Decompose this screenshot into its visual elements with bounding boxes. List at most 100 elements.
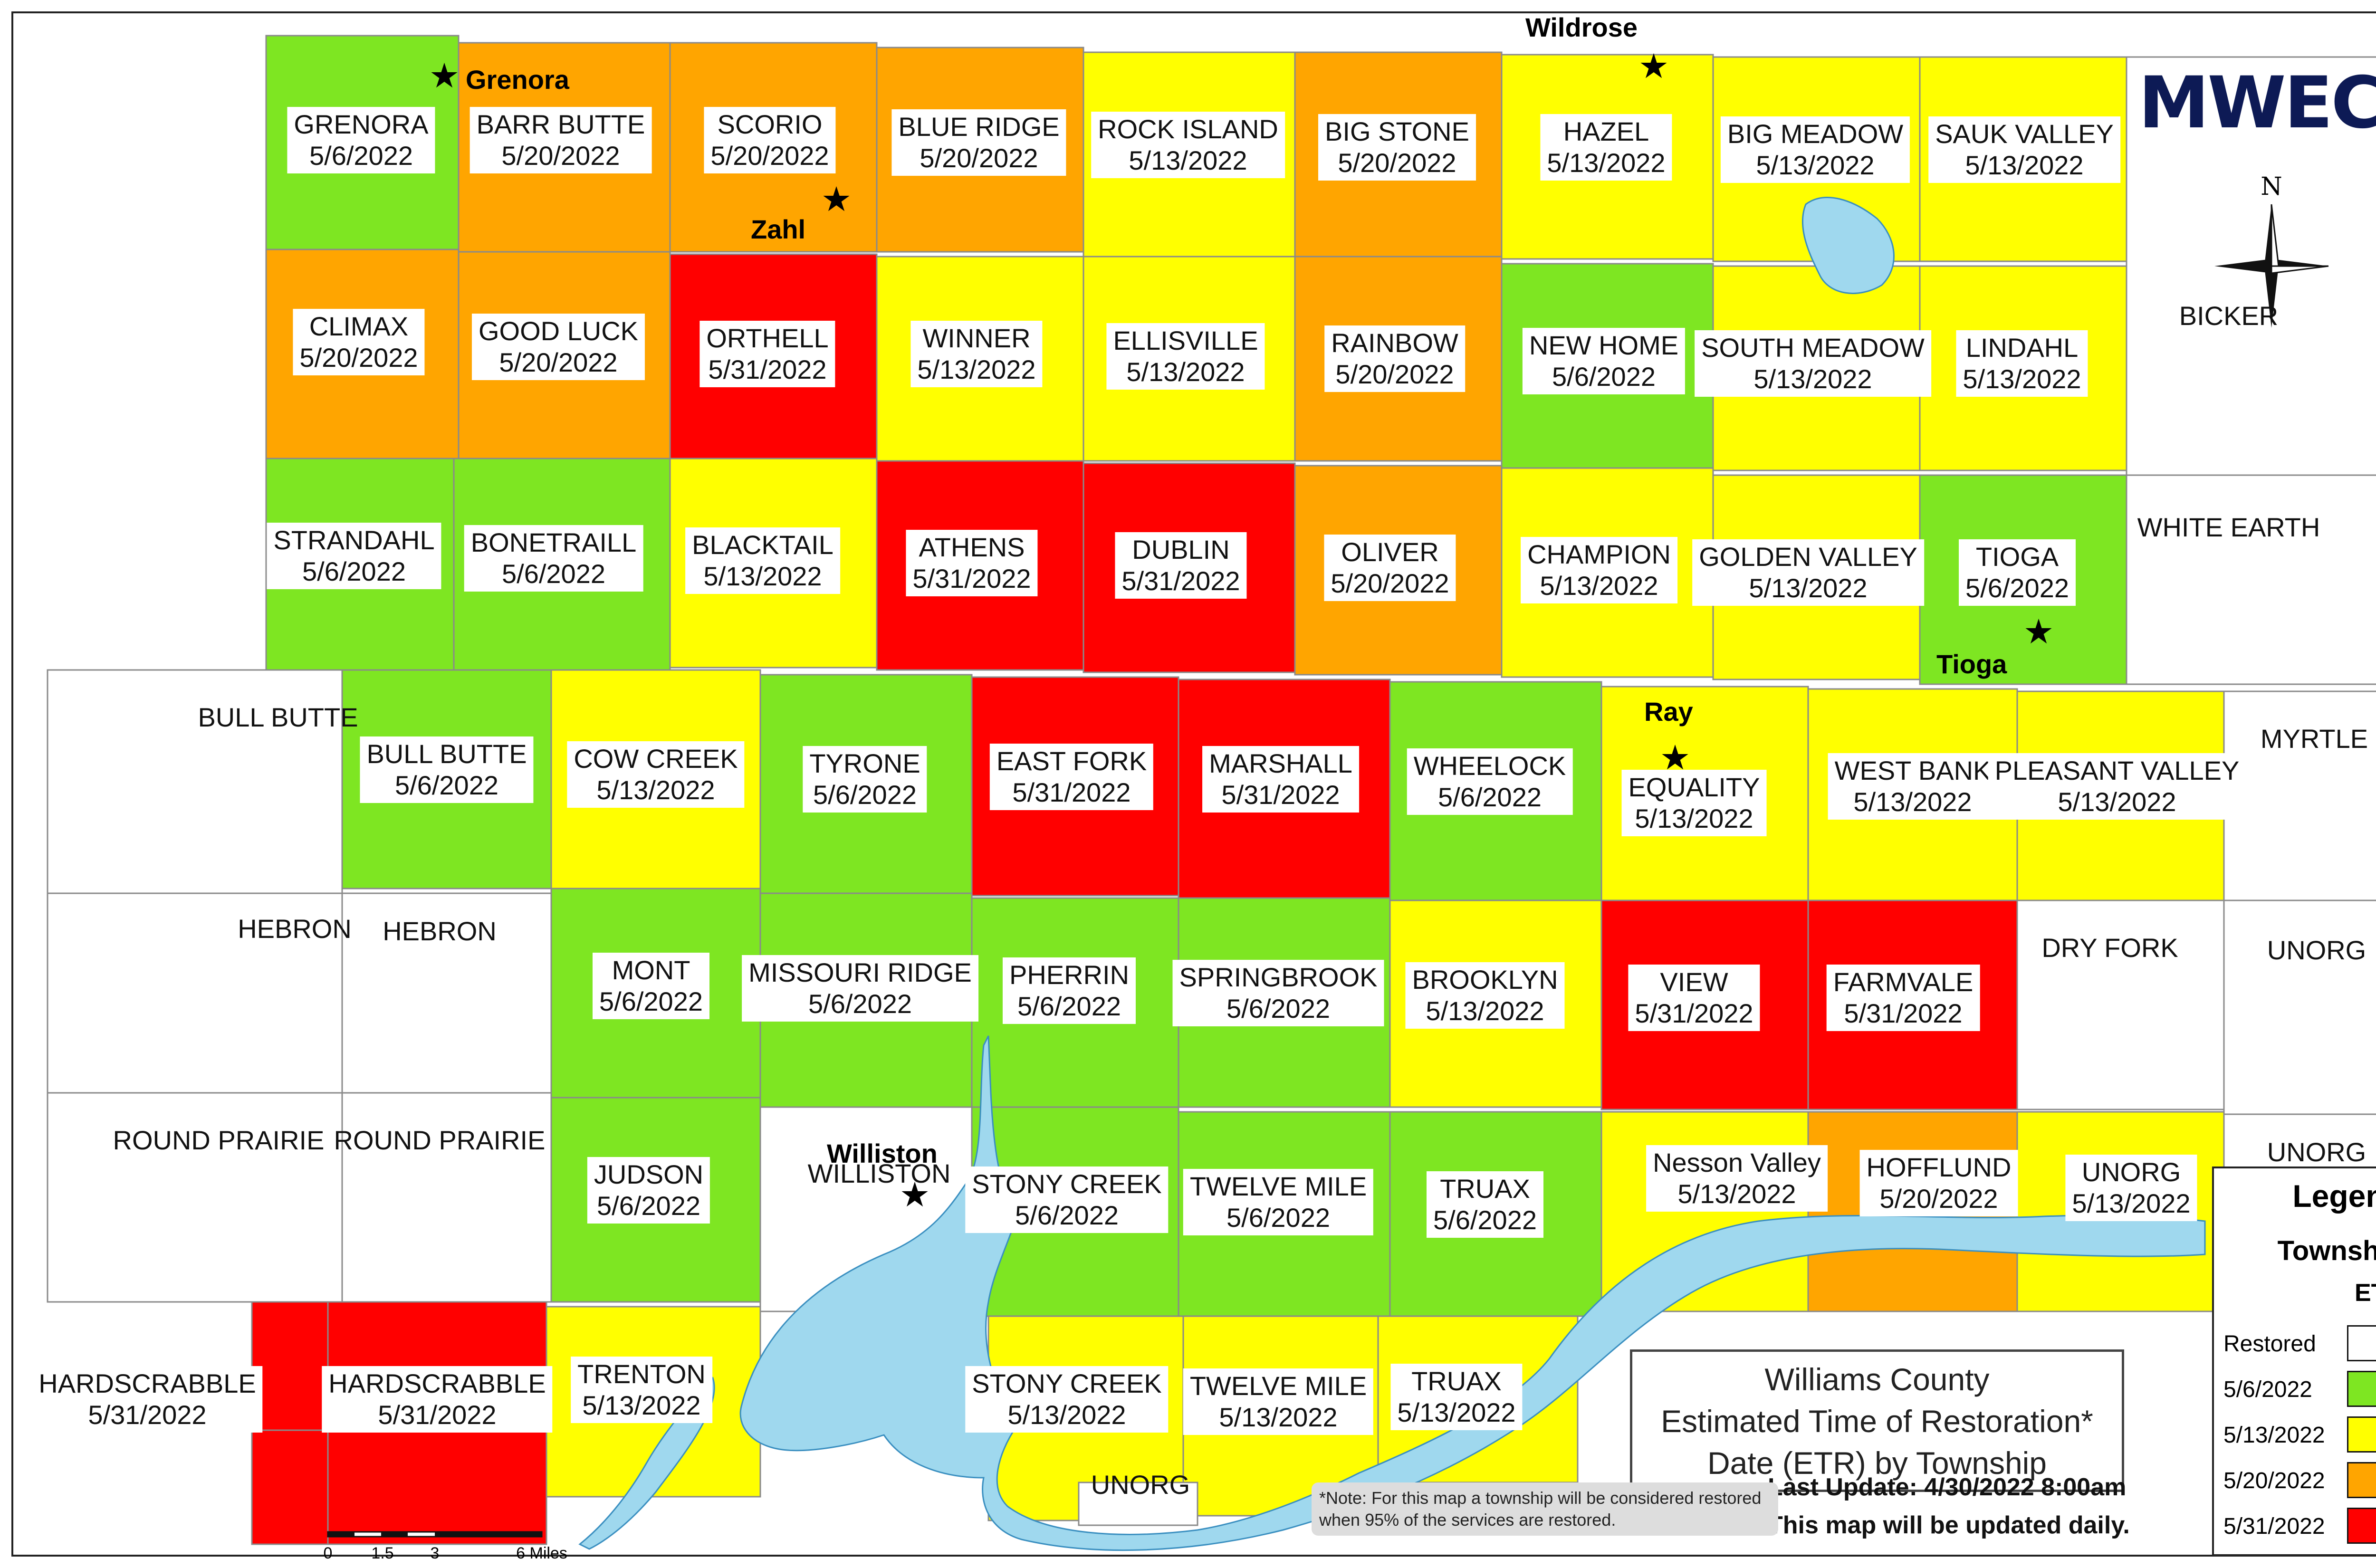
legend-etr-heading: ETR: [2355, 1279, 2376, 1307]
township-name: BIG MEADOW: [1727, 119, 1904, 149]
township-name: ATHENS: [919, 532, 1025, 562]
township-etr: 5/6/2022: [502, 559, 605, 589]
township-label: GRENORA 5/6/2022: [287, 107, 435, 173]
township-label: LINDAHL 5/13/2022: [1956, 330, 2088, 397]
township-name: BLACKTAIL: [692, 530, 834, 560]
township-etr: 5/13/2022: [1677, 1179, 1796, 1209]
township-name: WINNER: [922, 323, 1031, 353]
township-name: HEBRON: [383, 916, 497, 946]
legend-swatch: [2347, 1416, 2376, 1453]
scale-bar: 0 1.5 3 6 Miles: [324, 1531, 567, 1562]
township-etr: 5/6/2022: [1433, 1205, 1537, 1235]
township-etr: 5/6/2022: [309, 141, 413, 171]
township-etr: 5/13/2022: [1397, 1397, 1516, 1427]
township-label: DRY FORK: [2035, 930, 2184, 966]
legend-item: Restored: [2223, 1325, 2376, 1363]
township-name: SPRINGBROOK: [1179, 962, 1378, 992]
legend-swatch: [2347, 1371, 2376, 1407]
township-etr: 5/13/2022: [1635, 803, 1753, 833]
township-etr: 5/13/2022: [596, 775, 715, 805]
township-etr: 5/13/2022: [1963, 364, 2081, 394]
township-etr: 5/13/2022: [1426, 996, 1544, 1026]
township-etr: 5/20/2022: [1879, 1184, 1998, 1214]
title-line-1: Williams County: [1764, 1362, 1990, 1397]
township-cell: [327, 1429, 547, 1545]
township-etr: 5/6/2022: [302, 556, 406, 586]
township-label: BARR BUTTE 5/20/2022: [469, 107, 652, 173]
township-name: MONT: [612, 955, 690, 985]
township-etr: 5/20/2022: [1331, 568, 1449, 598]
township-cell: [341, 892, 552, 1094]
township-name: SCORIO: [717, 109, 823, 139]
township-label: WHITE EARTH: [2131, 510, 2327, 545]
title-line-3: Date (ETR) by Township: [1707, 1445, 2047, 1481]
township-etr: 5/31/2022: [88, 1400, 207, 1430]
township-etr: 5/6/2022: [1226, 1203, 1330, 1233]
township-cell: [251, 1429, 329, 1545]
township-name: BROOKLYN: [1412, 965, 1558, 994]
title-line-2: Estimated Time of Restoration*: [1661, 1404, 2093, 1439]
township-name: OLIVER: [1341, 537, 1439, 567]
township-etr: 5/6/2022: [1552, 362, 1656, 392]
township-etr: 5/13/2022: [1756, 150, 1875, 180]
town-name: Williston: [827, 1138, 938, 1168]
township-name: HAZEL: [1563, 116, 1649, 146]
township-cell: [47, 892, 343, 1094]
township-name: HARDSCRABBLE: [328, 1368, 546, 1398]
township-label: ROUND PRAIRIE: [327, 1123, 552, 1158]
township-name: GOLDEN VALLEY: [1699, 542, 1917, 572]
township-name: PHERRIN: [1009, 960, 1130, 990]
township-cells: [47, 35, 2376, 1545]
town-star-icon: ★: [899, 1176, 930, 1214]
township-label: BONETRAILL 5/6/2022: [464, 525, 643, 592]
township-label: SCORIO 5/20/2022: [704, 107, 836, 173]
update-frequency-text: This map will be updated daily.: [1768, 1511, 2130, 1539]
township-etr: 5/13/2022: [1219, 1402, 1338, 1432]
township-name: MARSHALL: [1209, 748, 1352, 778]
township-etr: 5/31/2022: [1844, 998, 1963, 1028]
township-name: SOUTH MEADOW: [1701, 333, 1925, 363]
township-name: ROUND PRAIRIE: [113, 1125, 325, 1155]
township-label: SPRINGBROOK 5/6/2022: [1172, 960, 1384, 1026]
township-label: COW CREEK 5/13/2022: [567, 741, 745, 808]
township-label: SOUTH MEADOW 5/13/2022: [1695, 330, 1931, 397]
township-label: TRENTON 5/13/2022: [571, 1357, 712, 1423]
township-etr: 5/13/2022: [1126, 357, 1245, 387]
township-label: STONY CREEK 5/13/2022: [965, 1366, 1169, 1433]
township-label: BULL BUTTE 5/6/2022: [360, 736, 534, 803]
legend-swatch: [2347, 1508, 2376, 1544]
township-name: CLIMAX: [309, 311, 409, 341]
town-name: Zahl: [751, 214, 806, 244]
township-cell: [1078, 1482, 1198, 1526]
township-name: TRENTON: [577, 1359, 706, 1389]
township-etr: 5/31/2022: [708, 354, 827, 384]
township-label: GOLDEN VALLEY 5/13/2022: [1692, 539, 1924, 606]
township-label: RAINBOW 5/20/2022: [1324, 325, 1465, 392]
township-label: HOFFLUND 5/20/2022: [1859, 1150, 2018, 1216]
town-name: Grenora: [466, 65, 569, 95]
legend-label: 5/20/2022: [2223, 1468, 2325, 1493]
township-etr: 5/13/2022: [1965, 150, 2084, 180]
township-label: BLUE RIDGE 5/20/2022: [891, 109, 1066, 176]
township-cell: [2223, 690, 2376, 901]
town-name: Tioga: [1936, 649, 2007, 679]
township-etr: 5/6/2022: [1015, 1200, 1119, 1230]
township-name: BIG STONE: [1325, 116, 1469, 146]
township-etr: 5/13/2022: [703, 561, 822, 591]
township-label: STRANDAHL 5/6/2022: [267, 523, 441, 589]
township-etr: 5/13/2022: [1540, 571, 1658, 601]
township-etr: 5/20/2022: [501, 141, 620, 171]
township-label: VIEW 5/31/2022: [1628, 965, 1760, 1031]
township-label: EAST FORK 5/31/2022: [989, 744, 1154, 810]
township-label: HEBRON: [231, 911, 358, 947]
township-label: ROUND PRAIRIE: [106, 1123, 331, 1158]
township-label: WHEELOCK 5/6/2022: [1407, 748, 1573, 815]
township-etr: 5/13/2022: [1853, 787, 1972, 817]
town-star-icon: ★: [429, 57, 460, 95]
legend-item: 5/31/2022: [2223, 1508, 2376, 1546]
township-etr: 5/13/2022: [1749, 573, 1868, 603]
lake-big-meadow: [1801, 197, 1895, 294]
township-etr: 5/6/2022: [813, 780, 917, 810]
township-name: HARDSCRABBLE: [38, 1368, 256, 1398]
township-name: STONY CREEK: [972, 1169, 1162, 1199]
